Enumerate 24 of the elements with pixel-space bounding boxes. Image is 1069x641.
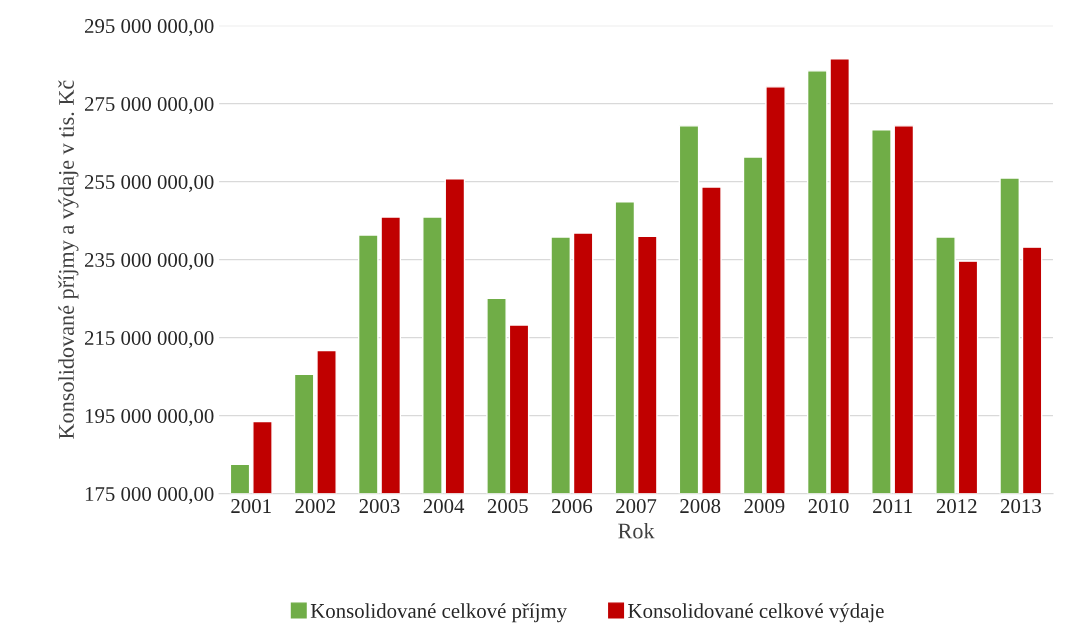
legend-label: Konsolidované celkové příjmy <box>310 603 568 623</box>
x-tick-label: 2012 <box>936 499 977 514</box>
x-tick-label: 2013 <box>1000 499 1041 514</box>
y-tick-label: 235 000 000,00 <box>84 252 214 271</box>
x-tick-label: 2007 <box>616 499 657 514</box>
y-axis-title: Konsolidované příjmy a výdaje v tis. Kč <box>58 80 79 439</box>
y-tick-label: 275 000 000,00 <box>84 97 214 115</box>
y-tick-label: 215 000 000,00 <box>84 330 214 349</box>
x-tick-label: 2009 <box>744 499 785 514</box>
x-tick-label: 2006 <box>552 499 593 514</box>
legend-label: Konsolidované celkové výdaje <box>628 603 884 623</box>
y-tick-label: 175 000 000,00 <box>85 486 214 504</box>
x-tick-label: 2001 <box>231 499 271 514</box>
x-tick-label: 2002 <box>295 499 336 514</box>
x-tick-label: 2004 <box>423 499 465 514</box>
x-tick-label: 2011 <box>873 499 912 514</box>
x-tick-label: 2003 <box>359 499 400 514</box>
y-tick-label: 295 000 000,00 <box>84 19 214 37</box>
x-tick-label: 2010 <box>808 499 849 514</box>
x-tick-label: 2008 <box>680 499 721 514</box>
x-tick-label: 2005 <box>487 499 528 514</box>
y-tick-label: 255 000 000,00 <box>84 174 214 193</box>
y-tick-label: 195 000 000,00 <box>85 408 214 427</box>
x-axis-title: Rok <box>618 522 655 539</box>
